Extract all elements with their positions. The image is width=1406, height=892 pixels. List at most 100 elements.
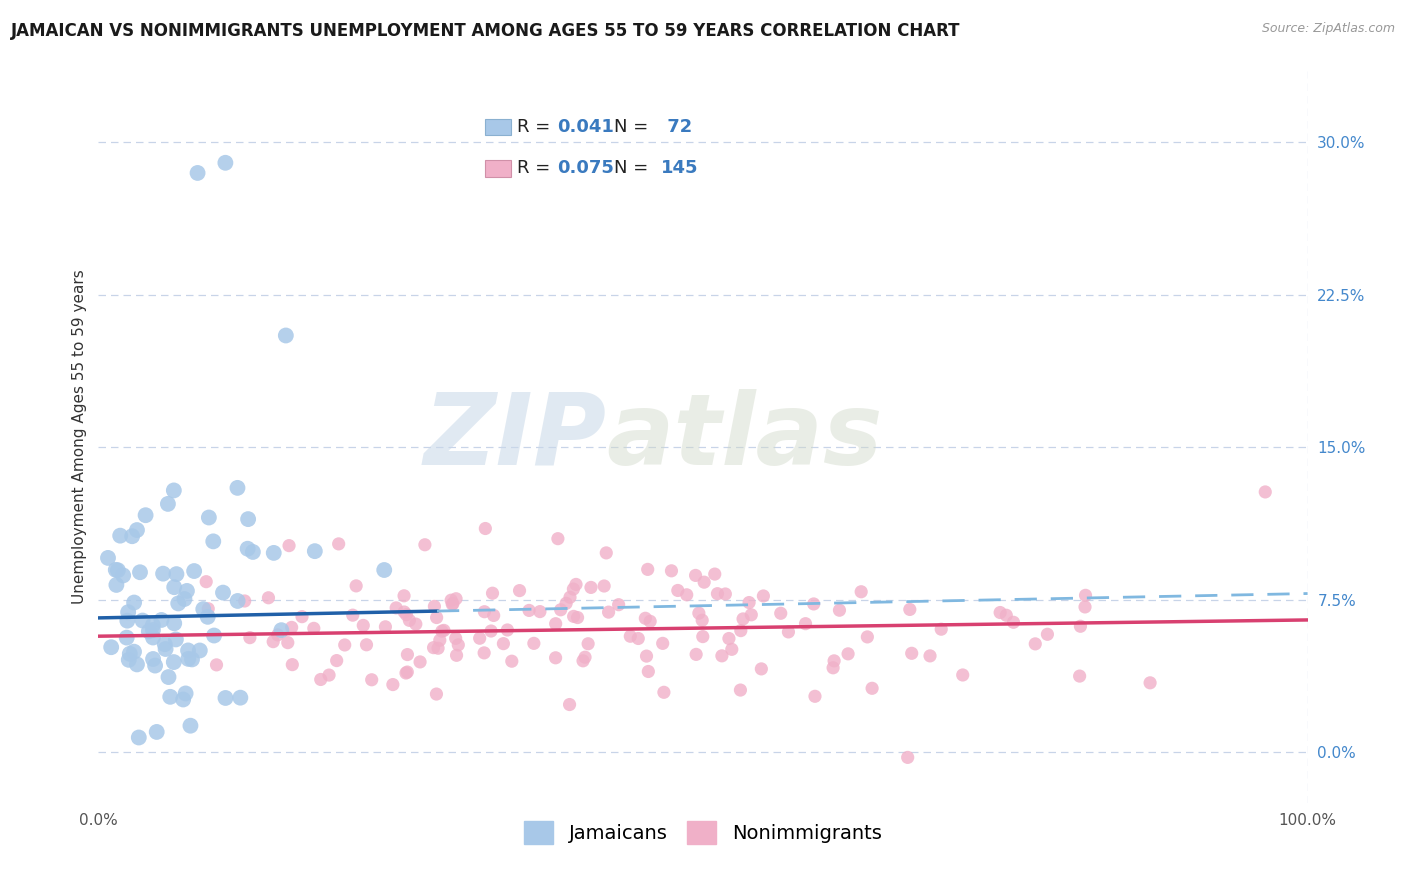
Point <box>598 605 620 619</box>
Point <box>281 657 304 672</box>
Point <box>567 610 589 624</box>
Point <box>187 166 209 180</box>
Point <box>837 647 859 661</box>
Point <box>193 602 215 616</box>
Point <box>280 620 302 634</box>
Point <box>125 657 148 672</box>
Point <box>198 510 221 524</box>
Point <box>395 607 418 622</box>
Text: atlas: atlas <box>606 389 883 485</box>
Point <box>703 567 725 582</box>
Point <box>474 605 496 619</box>
Point <box>720 642 742 657</box>
Text: JAMAICAN VS NONIMMIGRANTS UNEMPLOYMENT AMONG AGES 55 TO 59 YEARS CORRELATION CHA: JAMAICAN VS NONIMMIGRANTS UNEMPLOYMENT A… <box>11 22 960 40</box>
Point <box>374 620 396 634</box>
Point <box>396 648 419 662</box>
Point <box>131 614 153 628</box>
Point <box>413 538 436 552</box>
Point <box>627 632 650 646</box>
Point <box>142 623 165 637</box>
Point <box>304 544 326 558</box>
Point <box>143 658 166 673</box>
Point <box>637 665 659 679</box>
Point <box>195 574 218 589</box>
Point <box>562 582 585 596</box>
Point <box>205 657 228 672</box>
Point <box>100 640 122 655</box>
Point <box>344 579 367 593</box>
Point <box>444 591 467 606</box>
Point <box>666 583 689 598</box>
Point <box>392 589 415 603</box>
Point <box>318 668 340 682</box>
Point <box>430 624 453 639</box>
Point <box>897 750 920 764</box>
Point <box>579 581 602 595</box>
Point <box>135 508 157 523</box>
Point <box>517 603 540 617</box>
Point <box>731 612 754 626</box>
Point <box>1254 485 1277 500</box>
Point <box>274 328 297 343</box>
Point <box>396 665 419 679</box>
Point <box>202 534 225 549</box>
Point <box>422 640 444 655</box>
Point <box>145 725 167 739</box>
Point <box>685 648 707 662</box>
Y-axis label: Unemployment Among Ages 55 to 59 years: Unemployment Among Ages 55 to 59 years <box>72 269 87 605</box>
Point <box>572 654 595 668</box>
Point <box>183 564 205 578</box>
Point <box>509 583 531 598</box>
Point <box>128 731 150 745</box>
Point <box>501 654 523 668</box>
Point <box>291 609 314 624</box>
Point <box>398 613 420 627</box>
Point <box>634 611 657 625</box>
Point <box>856 630 879 644</box>
Point <box>692 630 714 644</box>
Point <box>693 575 716 590</box>
Point <box>179 719 201 733</box>
Point <box>267 628 290 642</box>
Point <box>97 550 120 565</box>
Point <box>129 566 152 580</box>
Point <box>163 483 186 498</box>
Point <box>163 616 186 631</box>
Point <box>565 577 588 591</box>
Point <box>468 632 491 646</box>
Point <box>176 583 198 598</box>
Point <box>118 653 141 667</box>
Point <box>446 648 468 663</box>
Point <box>1074 599 1097 614</box>
Point <box>142 618 165 632</box>
Point <box>229 690 252 705</box>
Point <box>675 588 697 602</box>
Point <box>652 685 675 699</box>
Point <box>155 642 177 657</box>
Point <box>333 638 356 652</box>
Point <box>769 607 792 621</box>
Point <box>778 624 800 639</box>
Point <box>496 623 519 637</box>
Point <box>952 668 974 682</box>
Point <box>898 602 921 616</box>
Point <box>472 646 495 660</box>
Point <box>636 649 658 664</box>
Point <box>352 618 374 632</box>
Point <box>638 615 661 629</box>
Point <box>239 631 262 645</box>
Point <box>918 648 941 663</box>
Point <box>433 624 456 638</box>
Point <box>152 566 174 581</box>
Point <box>125 523 148 537</box>
Point <box>860 681 883 696</box>
Point <box>717 632 740 646</box>
Point <box>988 606 1011 620</box>
Point <box>150 613 173 627</box>
Point <box>706 587 728 601</box>
Point <box>804 690 827 704</box>
Point <box>823 654 845 668</box>
Point <box>447 638 470 652</box>
Point <box>714 587 737 601</box>
Point <box>1002 615 1025 630</box>
